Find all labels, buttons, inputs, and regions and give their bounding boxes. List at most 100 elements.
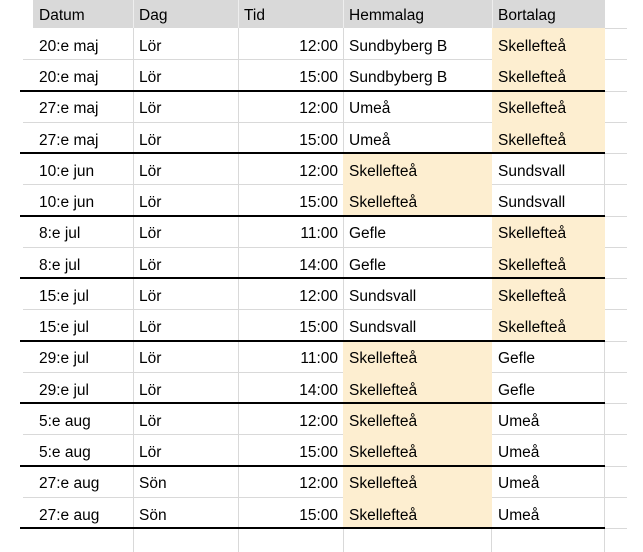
table-row: 27:e aug Sön 12:00 Skellefteå Umeå: [33, 465, 605, 497]
cell-hemmalag[interactable]: Skellefteå: [343, 340, 492, 372]
cell-bortalag[interactable]: Gefle: [498, 350, 536, 368]
cell-tid[interactable]: 12:00: [299, 412, 338, 430]
cell-hemmalag[interactable]: Skellefteå: [343, 465, 492, 497]
cell-datum[interactable]: 27:e aug: [39, 506, 100, 524]
cell-tid[interactable]: 15:00: [299, 506, 338, 524]
table-row: 27:e maj Lör 12:00 Umeå Skellefteå: [33, 90, 605, 122]
cell-tid[interactable]: 15:00: [299, 319, 338, 336]
cell-tid[interactable]: 11:00: [300, 225, 338, 243]
cell-dag[interactable]: Lör: [139, 194, 162, 211]
cell-dag[interactable]: Lör: [139, 100, 162, 118]
cell-tid[interactable]: 14:00: [299, 381, 338, 399]
cell-datum[interactable]: 29:e jul: [39, 381, 89, 399]
cell-datum[interactable]: 8:e jul: [39, 256, 81, 274]
cell-datum[interactable]: 20:e maj: [39, 69, 99, 86]
cell-bortalag[interactable]: Sundsvall: [498, 194, 566, 211]
cell-hemmalag[interactable]: Skellefteå: [343, 371, 492, 403]
cell-datum[interactable]: 15:e jul: [39, 287, 89, 305]
cell-bortalag[interactable]: Umeå: [498, 412, 540, 430]
cell-datum[interactable]: 8:e jul: [39, 225, 81, 243]
cell-hemmalag[interactable]: Umeå: [349, 131, 391, 149]
column-header-tid[interactable]: Tid: [244, 6, 265, 24]
cell-datum[interactable]: 5:e aug: [39, 444, 91, 461]
cell-datum[interactable]: 10:e jun: [39, 194, 95, 211]
cell-dag[interactable]: Lör: [139, 256, 162, 274]
cell-dag[interactable]: Lör: [139, 69, 162, 86]
cell-dag[interactable]: Lör: [139, 131, 162, 149]
cell-datum[interactable]: 27:e maj: [39, 131, 99, 149]
column-header-hemmalag[interactable]: Hemmalag: [349, 6, 424, 24]
cell-tid[interactable]: 11:00: [300, 350, 338, 368]
cell-datum[interactable]: 20:e maj: [39, 37, 99, 55]
cell-hemmalag[interactable]: Skellefteå: [343, 184, 492, 216]
cell-hemmalag[interactable]: Gefle: [349, 225, 387, 243]
table-row: 5:e aug Lör 15:00 Skellefteå Umeå: [33, 434, 605, 466]
cell-tid[interactable]: 12:00: [299, 162, 338, 180]
cell-hemmalag[interactable]: Sundsvall: [349, 319, 417, 336]
row-gridline: [23, 184, 627, 186]
cell-hemmalag[interactable]: Skellefteå: [343, 496, 492, 528]
cell-dag[interactable]: Lör: [139, 350, 162, 368]
column-header-dag[interactable]: Dag: [139, 6, 168, 24]
cell-datum[interactable]: 5:e aug: [39, 412, 91, 430]
cell-hemmalag[interactable]: Gefle: [349, 256, 387, 274]
table-row: 8:e jul Lör 11:00 Gefle Skellefteå: [33, 215, 605, 247]
cell-hemmalag[interactable]: Sundsvall: [349, 287, 417, 305]
cell-dag[interactable]: Lör: [139, 412, 162, 430]
cell-bortalag[interactable]: Skellefteå: [492, 59, 605, 91]
cell-dag[interactable]: Lör: [139, 319, 162, 336]
cell-bortalag[interactable]: Skellefteå: [492, 246, 605, 278]
cell-bortalag[interactable]: Skellefteå: [492, 28, 605, 60]
cell-tid[interactable]: 15:00: [299, 131, 338, 149]
cell-tid[interactable]: 12:00: [299, 100, 338, 118]
cell-dag[interactable]: Lör: [139, 162, 162, 180]
column-header-bortalag[interactable]: Bortalag: [498, 6, 556, 24]
column-header-datum[interactable]: Datum: [39, 6, 85, 24]
cell-tid[interactable]: 15:00: [299, 444, 338, 461]
cell-tid[interactable]: 14:00: [299, 256, 338, 274]
cell-dag[interactable]: Sön: [139, 475, 167, 493]
cell-tid[interactable]: 12:00: [299, 37, 338, 55]
cell-bortalag[interactable]: Skellefteå: [492, 215, 605, 247]
cell-bortalag[interactable]: Sundsvall: [498, 162, 566, 180]
cell-bortalag[interactable]: Umeå: [498, 475, 540, 493]
cell-tid[interactable]: 15:00: [299, 69, 338, 86]
cell-bortalag[interactable]: Skellefteå: [492, 90, 605, 122]
table-row: 15:e jul Lör 12:00 Sundsvall Skellefteå: [33, 278, 605, 310]
table-row: 10:e jun Lör 12:00 Skellefteå Sundsvall: [33, 153, 605, 185]
cell-dag[interactable]: Lör: [139, 225, 162, 243]
cell-bortalag[interactable]: Umeå: [498, 444, 540, 461]
cell-tid[interactable]: 12:00: [299, 287, 338, 305]
cell-bortalag[interactable]: Skellefteå: [492, 121, 605, 153]
cell-dag[interactable]: Lör: [139, 37, 162, 55]
cell-hemmalag[interactable]: Skellefteå: [343, 403, 492, 435]
cell-tid[interactable]: 12:00: [299, 475, 338, 493]
cell-dag[interactable]: Lör: [139, 381, 162, 399]
cell-bortalag[interactable]: Skellefteå: [492, 309, 605, 341]
row-gridline: [23, 496, 627, 498]
cell-datum[interactable]: 27:e aug: [39, 475, 100, 493]
cell-hemmalag[interactable]: Umeå: [349, 100, 391, 118]
cell-hemmalag[interactable]: Skellefteå: [343, 434, 492, 466]
row-gridline: [23, 434, 627, 436]
cell-datum[interactable]: 27:e maj: [39, 100, 99, 118]
cell-datum[interactable]: 10:e jun: [39, 162, 95, 180]
cell-dag[interactable]: Sön: [139, 506, 167, 524]
cell-hemmalag[interactable]: Sundbyberg B: [349, 37, 448, 55]
cell-datum[interactable]: 15:e jul: [39, 319, 89, 336]
cell-bortalag[interactable]: Umeå: [498, 506, 540, 524]
row-gridline: [23, 309, 627, 311]
row-gridline: [23, 246, 627, 248]
cell-hemmalag[interactable]: Sundbyberg B: [349, 69, 448, 86]
cell-bortalag[interactable]: Skellefteå: [492, 278, 605, 310]
header-separator: [343, 0, 344, 28]
cell-bortalag[interactable]: Gefle: [498, 381, 536, 399]
cell-hemmalag[interactable]: Skellefteå: [343, 153, 492, 185]
cell-datum[interactable]: 29:e jul: [39, 350, 89, 368]
cell-dag[interactable]: Lör: [139, 444, 162, 461]
table-row: 10:e jun Lör 15:00 Skellefteå Sundsvall: [33, 184, 605, 216]
cell-tid[interactable]: 15:00: [299, 194, 338, 211]
cell-dag[interactable]: Lör: [139, 287, 162, 305]
